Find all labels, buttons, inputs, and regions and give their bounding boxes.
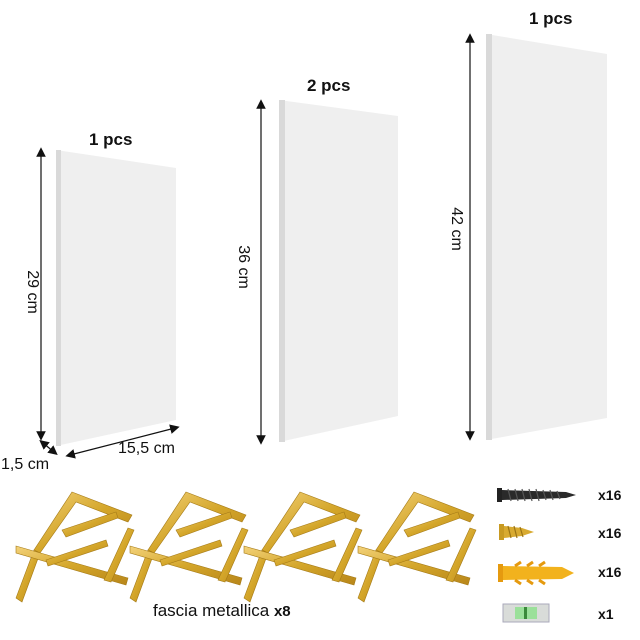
height-label-medium: 36 cm (235, 245, 252, 289)
screw-count: x16 (598, 487, 622, 503)
bracket-caption: fascia metallica x8 (153, 601, 291, 621)
bracket-label: fascia metallica (153, 601, 270, 620)
height-label-large: 42 cm (448, 207, 465, 251)
shelf-panel-small (56, 150, 176, 446)
width-label: 15,5 cm (118, 440, 175, 457)
height-label-small: 29 cm (24, 270, 41, 314)
bracket-count: x8 (273, 603, 291, 620)
spirit-level-icon (502, 603, 550, 623)
shelf-panel-large (486, 34, 607, 440)
bracket-4 (357, 491, 477, 603)
wall-plug-count: x16 (598, 564, 622, 580)
spirit-level-count: x1 (598, 606, 614, 622)
bracket-2 (129, 491, 249, 603)
shelf-qty-small: 1 pcs (89, 130, 133, 149)
shelf-qty-large: 1 pcs (529, 9, 573, 28)
short-screw-icon (499, 524, 534, 540)
shelf-qty-medium: 2 pcs (307, 76, 351, 95)
bracket-group (15, 491, 477, 603)
depth-label: 1,5 cm (1, 456, 50, 473)
short-screw-count: x16 (598, 525, 622, 541)
wall-plug-icon (498, 560, 574, 586)
bracket-1 (15, 491, 135, 603)
bracket-3 (243, 491, 363, 603)
width-arrow-small (65, 424, 180, 459)
screw-icon (497, 488, 576, 502)
depth-arrow-small (39, 439, 58, 456)
shelf-panel-medium (279, 100, 398, 442)
